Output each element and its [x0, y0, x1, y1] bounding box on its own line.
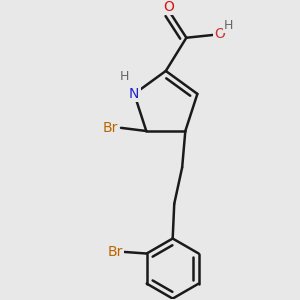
Text: H: H: [224, 19, 233, 32]
Text: O: O: [214, 27, 225, 40]
Text: H: H: [120, 70, 129, 83]
Text: Br: Br: [102, 121, 118, 135]
Text: Br: Br: [107, 245, 123, 259]
Text: O: O: [164, 0, 174, 14]
Text: N: N: [129, 87, 140, 101]
